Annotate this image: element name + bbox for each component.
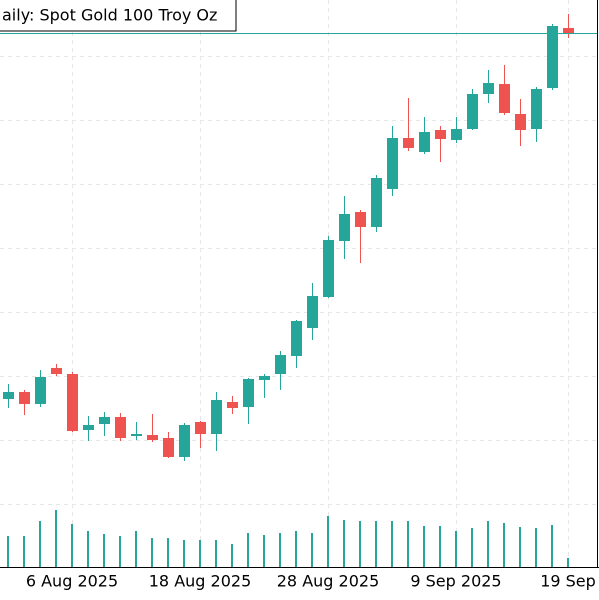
- candle-body: [307, 296, 318, 328]
- candle-body: [19, 392, 30, 404]
- volume-bar: [439, 526, 441, 567]
- candle-body: [3, 392, 14, 399]
- candle-body: [547, 26, 558, 88]
- volume-bar: [7, 536, 9, 567]
- volume-bar: [151, 538, 153, 567]
- volume-bar: [55, 510, 57, 567]
- candle-body: [259, 376, 270, 380]
- volume-bar: [487, 521, 489, 567]
- candle-body: [99, 417, 110, 424]
- volume-bar: [423, 526, 425, 567]
- candle-body: [147, 435, 158, 440]
- volume-bar: [375, 521, 377, 567]
- candle-body: [243, 379, 254, 407]
- volume-bar: [167, 538, 169, 567]
- volume-bar: [391, 521, 393, 567]
- volume-bar: [359, 521, 361, 567]
- volume-bar: [519, 527, 521, 567]
- volume-bar: [103, 534, 105, 567]
- candle-body: [515, 114, 526, 130]
- volume-bar: [535, 528, 537, 567]
- volume-bar: [407, 521, 409, 567]
- candle-body: [131, 434, 142, 436]
- volume-bar: [135, 531, 137, 567]
- volume-bar: [551, 525, 553, 567]
- volume-bar: [199, 540, 201, 567]
- candle-body: [51, 368, 62, 374]
- title-box: [0, 0, 237, 32]
- candle-body: [403, 138, 414, 148]
- x-tick-label: 28 Aug 2025: [277, 572, 380, 591]
- volume-bar: [343, 520, 345, 567]
- volume-bar: [23, 536, 25, 567]
- x-tick-label: 18 Aug 2025: [149, 572, 252, 591]
- volume-bar: [471, 528, 473, 567]
- candle-body: [339, 214, 350, 241]
- x-tick-label: 6 Aug 2025: [26, 572, 118, 591]
- marks: [3, 14, 574, 567]
- volume-bar: [503, 523, 505, 567]
- candle-body: [419, 132, 430, 152]
- volume-bar: [215, 540, 217, 567]
- volume-bar: [327, 516, 329, 567]
- candle-body: [387, 138, 398, 189]
- candle-body: [371, 178, 382, 227]
- candle-body: [483, 83, 494, 94]
- candle-body: [323, 240, 334, 297]
- candle-body: [163, 438, 174, 457]
- candle-body: [211, 400, 222, 434]
- volume-bar: [295, 531, 297, 567]
- candle-body: [467, 94, 478, 129]
- candle-body: [179, 425, 190, 457]
- volume-bar: [311, 533, 313, 567]
- candle-body: [355, 212, 366, 227]
- x-tick-label: 19 Sep: [540, 572, 596, 591]
- candle-body: [115, 417, 126, 438]
- candle-body: [499, 84, 510, 113]
- volume-bar: [183, 540, 185, 567]
- volume-bar: [87, 531, 89, 567]
- volume-bar: [247, 533, 249, 567]
- candle-body: [531, 89, 542, 129]
- candle-body: [435, 130, 446, 139]
- volume-bar: [279, 533, 281, 567]
- candle-body: [83, 425, 94, 430]
- candle-body: [35, 377, 46, 404]
- chart-title: aily: Spot Gold 100 Troy Oz: [2, 6, 217, 25]
- candle-body: [291, 321, 302, 356]
- volume-bar: [263, 535, 265, 567]
- volume-bar: [39, 521, 41, 567]
- volume-bar: [231, 544, 233, 567]
- volume-bar: [71, 524, 73, 567]
- volume-bar: [567, 558, 569, 567]
- x-tick-label: 9 Sep 2025: [410, 572, 501, 591]
- volume-bar: [455, 531, 457, 567]
- candle-body: [195, 422, 206, 434]
- candle-body: [275, 355, 286, 374]
- candle-body: [227, 402, 238, 408]
- candle-body: [451, 129, 462, 140]
- candle-body: [563, 28, 574, 34]
- candle-body: [67, 374, 78, 431]
- volume-bar: [119, 536, 121, 567]
